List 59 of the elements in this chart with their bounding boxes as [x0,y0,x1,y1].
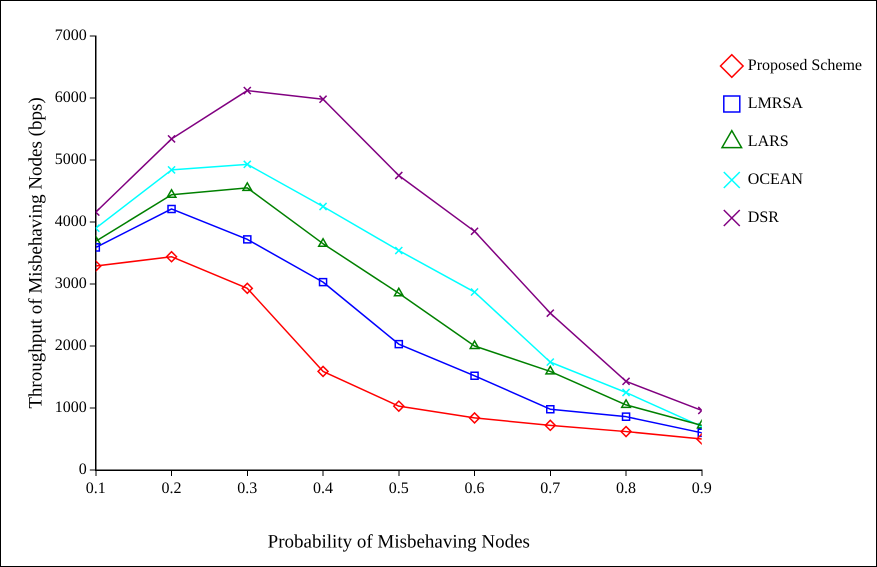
y-tick-label: 3000 [54,275,87,292]
x-tick-label: 0.9 [692,480,712,497]
point [546,308,555,318]
point [167,204,176,214]
x-tick-label: 0.4 [313,480,334,497]
point [622,377,630,386]
point [545,366,556,375]
point [394,246,404,255]
point [167,134,176,144]
y-tick-label: 1000 [54,399,87,416]
point [620,426,632,438]
x-tick-label: 0.7 [540,480,560,497]
point [469,340,480,350]
point [318,94,328,104]
point [394,288,404,297]
y-tick-label: 6000 [54,89,87,106]
x-tick-label: 0.1 [86,480,106,497]
point [470,371,479,380]
x-tick-label: 0.6 [464,480,485,497]
point [243,235,252,244]
legend-label: LARS [748,133,789,150]
point [544,420,556,432]
y-axis-title: Throughput of Misbehaving Nodes (bps) [25,97,46,409]
point [166,250,178,262]
y-tick-label: 5000 [54,151,87,168]
y-tick-label: 7000 [54,27,87,44]
point [393,400,405,412]
point [622,412,630,421]
point [546,358,555,366]
legend-label: DSR [748,209,780,226]
legend-label: OCEAN [748,171,804,188]
y-tick-label: 0 [78,461,87,478]
point [242,182,252,192]
y-tick-label: 2000 [54,337,87,354]
x-tick-label: 0.2 [162,480,182,497]
point [470,227,479,236]
x-axis-title: Probability of Misbehaving Nodes [268,532,530,553]
point [620,399,632,408]
point [470,288,479,296]
point [318,238,328,247]
point [243,86,252,95]
point [546,404,555,414]
point [394,340,404,348]
x-tick-label: 0.8 [616,480,636,497]
legend-label: Proposed Scheme [748,57,862,74]
x-tick-label: 0.3 [237,480,258,497]
point [167,166,176,174]
x-tick-label: 0.5 [388,480,409,497]
point [622,388,630,397]
point [394,171,404,180]
point [318,202,328,211]
point [242,282,254,294]
point [243,160,252,169]
point [468,412,480,424]
legend-label: LMRSA [748,95,804,112]
point [166,188,177,198]
point [317,366,329,378]
y-tick-label: 4000 [54,213,87,230]
point [318,278,328,286]
